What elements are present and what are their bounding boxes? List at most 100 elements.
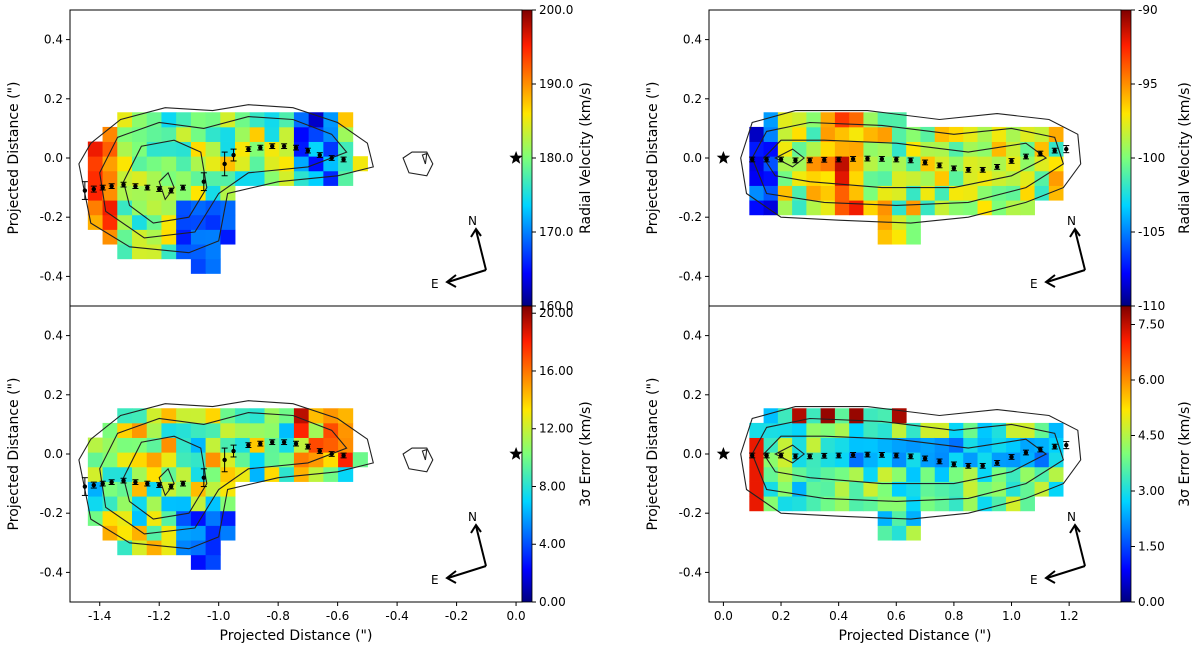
contour-mid <box>751 121 1065 206</box>
compass-north-label: N <box>1067 214 1076 228</box>
heatmap-cell <box>834 141 850 157</box>
heatmap-cell <box>102 422 118 438</box>
trace-point <box>865 156 870 161</box>
y-axis-label: Projected Distance (") <box>645 378 661 531</box>
heatmap-cell <box>117 481 133 497</box>
trace-point <box>966 167 971 173</box>
heatmap-cell <box>863 422 879 438</box>
heatmap-cell <box>991 496 1007 512</box>
heatmap-cell <box>820 437 836 453</box>
heatmap-cell <box>249 141 265 157</box>
heatmap-cell <box>308 422 324 438</box>
compass-north-head <box>470 523 482 534</box>
heatmap-cell <box>293 126 310 142</box>
heatmap-cell <box>132 200 148 216</box>
heatmap-cell <box>279 422 295 438</box>
heatmap-cell <box>1006 170 1021 186</box>
heatmap-cell <box>146 244 162 260</box>
heatmap-cell <box>849 200 864 216</box>
trace-point <box>246 442 251 448</box>
trace-point <box>1023 154 1029 159</box>
compass-east-label: E <box>431 277 439 291</box>
heatmap-cell <box>264 141 280 157</box>
heatmap-cell <box>87 496 103 512</box>
heatmap-cell <box>249 170 265 186</box>
trace-point <box>750 453 755 458</box>
heatmap-cell <box>1020 126 1035 142</box>
trace-point <box>133 479 138 485</box>
heatmap-cell <box>906 141 921 157</box>
heatmap-cell <box>117 437 133 453</box>
trace-point <box>180 481 186 486</box>
heatmap-cell <box>235 156 251 172</box>
heatmap-cell <box>877 185 893 201</box>
y-tick-label: 0.2 <box>683 92 702 106</box>
heatmap-cell <box>293 408 310 424</box>
contour-outer <box>740 406 1082 520</box>
heatmap-cell <box>205 408 221 424</box>
heatmap-cell <box>117 214 133 230</box>
contour-core <box>158 467 175 497</box>
heatmap-cell <box>1020 170 1035 186</box>
colorbar-tick-label: -105 <box>1138 225 1165 239</box>
heatmap-cell <box>146 156 162 172</box>
heatmap-cell <box>279 452 295 468</box>
trace-point <box>836 453 841 458</box>
y-tick-label: -0.2 <box>40 506 63 520</box>
heatmap-cell <box>906 229 921 245</box>
heatmap-cell <box>190 525 206 541</box>
heatmap-cell <box>132 229 148 245</box>
heatmap-cell <box>190 112 206 128</box>
heatmap-cell <box>279 170 295 186</box>
heatmap-cell <box>806 496 822 512</box>
y-axis-label: Projected Distance (") <box>645 82 661 235</box>
heatmap-cell <box>949 141 964 157</box>
trace-point <box>994 164 1000 170</box>
heatmap-cell <box>249 126 265 142</box>
x-tick-label: -1.0 <box>207 609 230 623</box>
heatmap-cell <box>806 170 822 186</box>
compass-east-arrow <box>447 269 487 283</box>
heatmap-cell <box>891 200 907 216</box>
colorbar-tick-label: 1.50 <box>1138 540 1165 554</box>
heatmap-cell <box>963 141 978 157</box>
colorbar <box>1120 305 1132 603</box>
heatmap-cell <box>891 229 907 245</box>
heatmap-cell <box>863 408 879 424</box>
heatmap-cell <box>820 126 836 142</box>
colorbar-tick-label: 4.00 <box>539 537 566 551</box>
heatmap-cell <box>863 200 879 216</box>
heatmap-cell <box>977 126 993 142</box>
heatmap-cell <box>1006 466 1021 482</box>
y-axis-label: Projected Distance (") <box>6 82 22 235</box>
heatmap-cell <box>338 126 354 142</box>
trace-point <box>82 484 88 489</box>
trace-point <box>980 463 985 469</box>
trace-point <box>281 143 287 149</box>
heatmap-cell <box>338 466 354 482</box>
heatmap-cell <box>834 422 850 438</box>
heatmap-cell <box>132 452 148 468</box>
trace-point <box>1064 442 1069 448</box>
contour-mid <box>751 417 1065 502</box>
heatmap-cell <box>949 452 964 468</box>
heatmap-cell <box>906 466 921 482</box>
contour-core <box>158 171 175 201</box>
colorbar-tick-label: 160.0 <box>539 299 573 313</box>
trace-point <box>329 451 334 457</box>
trace-point <box>168 188 174 193</box>
colorbar-tick-label: 7.50 <box>1138 318 1165 332</box>
heatmap-cell <box>891 452 907 468</box>
heatmap-cell <box>161 408 177 424</box>
heatmap-cell <box>877 126 893 142</box>
heatmap-cell <box>1034 185 1050 201</box>
trace-point <box>750 157 755 162</box>
heatmap-cell <box>849 466 864 482</box>
contour-inner <box>762 435 1048 485</box>
heatmap-cell <box>1006 481 1021 497</box>
heatmap-cell <box>1006 126 1021 142</box>
heatmap-cell <box>205 437 221 453</box>
heatmap-cell <box>161 244 177 260</box>
heatmap-cell <box>176 408 192 424</box>
heatmap-cell <box>205 156 221 172</box>
